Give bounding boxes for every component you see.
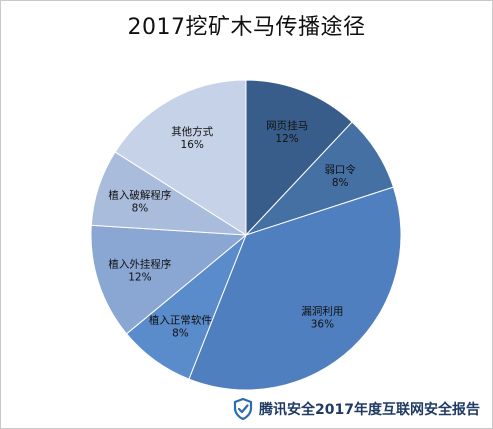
- slice-label: 植入外挂程序 12%: [108, 258, 171, 284]
- slice-category-label: 植入破解程序: [108, 189, 171, 202]
- pie-slice: [188, 186, 402, 391]
- slice-percent-label: 8%: [132, 203, 149, 215]
- slice-label: 植入破解程序 8%: [108, 189, 171, 215]
- chart-title: 2017挖矿木马传播途径: [127, 15, 366, 40]
- pie-slice: [90, 224, 248, 335]
- slice-category-label: 其他方式: [171, 125, 213, 138]
- slice-percent-label: 36%: [311, 318, 334, 330]
- slice-label: 弱口令 8%: [324, 163, 356, 189]
- slice-percent-label: 8%: [332, 177, 349, 189]
- report-footer: 腾讯安全2017年度互联网安全报告: [233, 398, 480, 420]
- slice-category-label: 弱口令: [324, 163, 356, 176]
- slice-percent-label: 8%: [172, 327, 189, 339]
- slice-label: 网页挂马 12%: [266, 119, 308, 145]
- slice-percent-label: 12%: [275, 133, 298, 145]
- slice-label: 漏洞利用 36%: [301, 305, 343, 330]
- pie-slice: [245, 79, 353, 237]
- pie-slice: [114, 79, 247, 236]
- slice-category-label: 植入外挂程序: [108, 258, 171, 271]
- shield-check-icon: [233, 398, 253, 420]
- footer-text: 腾讯安全2017年度互联网安全报告: [259, 402, 480, 418]
- slice-category-label: 网页挂马: [266, 119, 308, 132]
- slice-category-label: 漏洞利用: [301, 305, 343, 317]
- slice-label: 植入正常软件 8%: [149, 313, 212, 339]
- slice-label: 其他方式 16%: [171, 125, 213, 151]
- slice-category-label: 植入正常软件: [149, 313, 212, 326]
- slice-percent-label: 12%: [128, 272, 151, 284]
- slice-percent-label: 16%: [181, 139, 204, 151]
